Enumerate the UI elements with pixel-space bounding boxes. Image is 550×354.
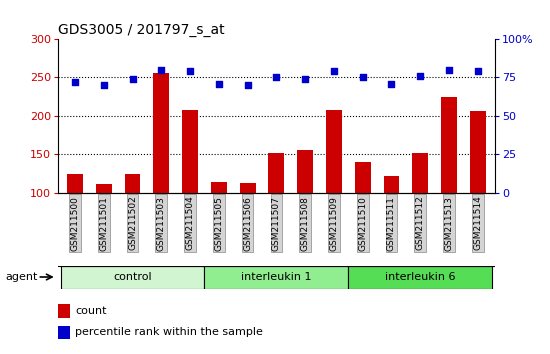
Bar [96, 184, 112, 193]
Point [100, 82, 108, 88]
Point [243, 82, 252, 88]
Bar [297, 150, 313, 193]
Bar [383, 176, 399, 193]
Text: count: count [75, 306, 107, 316]
Bar [58, 326, 70, 339]
Bar [182, 110, 198, 193]
Point [329, 68, 338, 74]
Point [272, 75, 280, 80]
Bar [326, 110, 342, 193]
Point [358, 75, 367, 80]
Bar [67, 174, 83, 193]
Text: interleukin 1: interleukin 1 [241, 272, 312, 282]
Text: agent: agent [6, 272, 38, 282]
Bar [60, 266, 205, 289]
Bar [348, 266, 492, 289]
Bar [355, 162, 371, 193]
Bar [153, 73, 169, 193]
Bar [470, 110, 486, 193]
Bar [211, 182, 227, 193]
Point [128, 76, 137, 82]
Point [416, 73, 425, 79]
Point [444, 67, 453, 73]
Point [70, 79, 79, 85]
Point [186, 68, 195, 74]
Bar [125, 175, 140, 193]
Text: percentile rank within the sample: percentile rank within the sample [75, 327, 263, 337]
Point [214, 81, 223, 86]
Point [157, 67, 166, 73]
Text: GDS3005 / 201797_s_at: GDS3005 / 201797_s_at [58, 23, 224, 36]
Bar [412, 153, 428, 193]
Point [474, 68, 482, 74]
Text: interleukin 6: interleukin 6 [385, 272, 455, 282]
Point [301, 76, 310, 82]
Bar [240, 183, 256, 193]
Bar [58, 304, 70, 318]
Text: control: control [113, 272, 152, 282]
Point [387, 81, 396, 86]
Bar [205, 266, 348, 289]
Bar [441, 97, 457, 193]
Bar [268, 153, 284, 193]
